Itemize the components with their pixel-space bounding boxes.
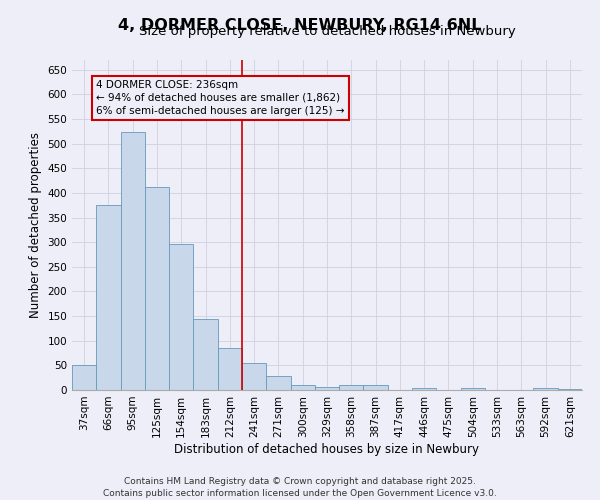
Bar — [315, 387, 339, 390]
Bar — [72, 365, 96, 390]
Bar — [339, 385, 364, 390]
X-axis label: Distribution of detached houses by size in Newbury: Distribution of detached houses by size … — [175, 442, 479, 456]
Bar — [193, 318, 218, 390]
Bar — [242, 363, 266, 390]
Bar — [558, 388, 582, 390]
Bar — [533, 388, 558, 390]
Bar — [461, 388, 485, 390]
Bar — [364, 385, 388, 390]
Bar — [266, 376, 290, 390]
Text: 4 DORMER CLOSE: 236sqm
← 94% of detached houses are smaller (1,862)
6% of semi-d: 4 DORMER CLOSE: 236sqm ← 94% of detached… — [96, 80, 345, 116]
Bar — [96, 206, 121, 390]
Bar — [218, 348, 242, 390]
Bar — [145, 187, 169, 390]
Bar — [290, 385, 315, 390]
Bar — [412, 388, 436, 390]
Title: Size of property relative to detached houses in Newbury: Size of property relative to detached ho… — [139, 25, 515, 38]
Text: 4, DORMER CLOSE, NEWBURY, RG14 6NL: 4, DORMER CLOSE, NEWBURY, RG14 6NL — [118, 18, 482, 32]
Y-axis label: Number of detached properties: Number of detached properties — [29, 132, 42, 318]
Bar — [169, 244, 193, 390]
Bar — [121, 132, 145, 390]
Text: Contains HM Land Registry data © Crown copyright and database right 2025.
Contai: Contains HM Land Registry data © Crown c… — [103, 476, 497, 498]
